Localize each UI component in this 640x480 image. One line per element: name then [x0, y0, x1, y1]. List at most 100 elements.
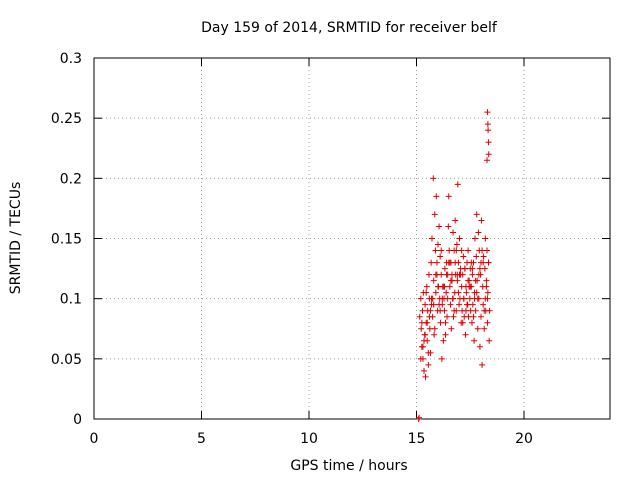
data-point [447, 277, 454, 284]
data-point [437, 253, 444, 260]
data-point [443, 289, 450, 296]
data-point [471, 295, 478, 302]
data-point [422, 301, 429, 308]
data-point [419, 343, 426, 350]
data-point [462, 307, 469, 314]
data-point [454, 277, 461, 284]
data-point [469, 301, 476, 308]
data-point [422, 373, 429, 380]
data-point [476, 265, 483, 272]
data-point [443, 271, 450, 278]
data-point [416, 313, 423, 320]
data-point [442, 331, 449, 338]
data-point [423, 289, 430, 296]
data-point [423, 283, 430, 290]
y-tick-label: 0.05 [51, 352, 82, 368]
data-point [478, 259, 484, 266]
data-point [433, 193, 440, 200]
x-tick-label: 15 [408, 431, 426, 447]
data-point [417, 295, 424, 302]
y-tick-label: 0.15 [51, 232, 82, 248]
data-point [418, 319, 425, 326]
data-point [484, 157, 491, 164]
x-tick-label: 0 [90, 431, 99, 447]
data-point [474, 325, 481, 332]
y-tick-label: 0.25 [51, 111, 82, 127]
data-point [440, 337, 447, 344]
data-point [418, 325, 425, 332]
grid-lines [94, 58, 610, 419]
data-point [460, 295, 467, 302]
data-point [479, 247, 486, 254]
data-point [450, 229, 457, 236]
data-point [453, 241, 460, 248]
data-point [453, 247, 460, 254]
data-point [425, 349, 432, 356]
data-point [471, 337, 478, 344]
data-point [486, 307, 493, 314]
data-point [465, 277, 472, 284]
data-point [439, 295, 446, 302]
data-point [428, 235, 435, 242]
data-point [452, 217, 459, 224]
data-point [465, 247, 472, 254]
data-point [468, 319, 475, 326]
data-point [468, 259, 475, 266]
data-point [451, 307, 458, 314]
data-point [416, 414, 423, 421]
data-point [482, 235, 489, 242]
data-point [431, 325, 438, 332]
data-point [467, 283, 474, 290]
data-point [437, 307, 444, 314]
data-point [484, 121, 491, 128]
data-point [463, 289, 470, 296]
data-point [481, 325, 488, 332]
data-point [473, 211, 480, 218]
data-point [432, 247, 439, 254]
data-point [452, 259, 459, 266]
data-point [480, 301, 487, 308]
data-point [455, 289, 462, 296]
data-point [445, 223, 452, 230]
data-point [421, 367, 428, 374]
data-point [447, 301, 454, 308]
data-point [445, 193, 452, 200]
data-point [438, 247, 445, 254]
data-point [473, 289, 480, 296]
data-point [441, 283, 448, 290]
data-point [456, 235, 463, 242]
x-axis-label: GPS time / hours [290, 458, 407, 474]
data-point [427, 307, 434, 314]
data-point [473, 253, 480, 260]
data-point [426, 313, 433, 320]
data-point [436, 301, 443, 308]
data-point [460, 253, 467, 260]
data-point [471, 235, 478, 242]
data-point [450, 313, 457, 320]
data-point [431, 331, 438, 338]
data-point [448, 325, 455, 332]
data-point [430, 175, 437, 182]
data-point [433, 259, 440, 266]
data-point [436, 223, 443, 230]
data-point [475, 271, 482, 278]
chart-title: Day 159 of 2014, SRMTID for receiver bel… [201, 20, 498, 36]
y-tick-label: 0.3 [60, 51, 82, 67]
data-point [454, 181, 461, 188]
data-point [428, 259, 435, 266]
data-point [422, 331, 429, 338]
data-point [430, 277, 437, 284]
data-point [485, 127, 492, 134]
data-point [456, 301, 463, 308]
data-point [470, 313, 477, 320]
data-point [421, 337, 428, 344]
data-point [485, 259, 492, 266]
axis-ticks: 0 5 10 15 20 0 0.05 0.1 0.15 0.2 0.25 0.3 [51, 51, 610, 447]
data-point [438, 355, 445, 362]
data-point [430, 301, 437, 308]
data-point [484, 319, 491, 326]
data-point [432, 289, 439, 296]
data-point [425, 361, 432, 368]
data-point [484, 295, 491, 302]
data-point [446, 283, 453, 290]
